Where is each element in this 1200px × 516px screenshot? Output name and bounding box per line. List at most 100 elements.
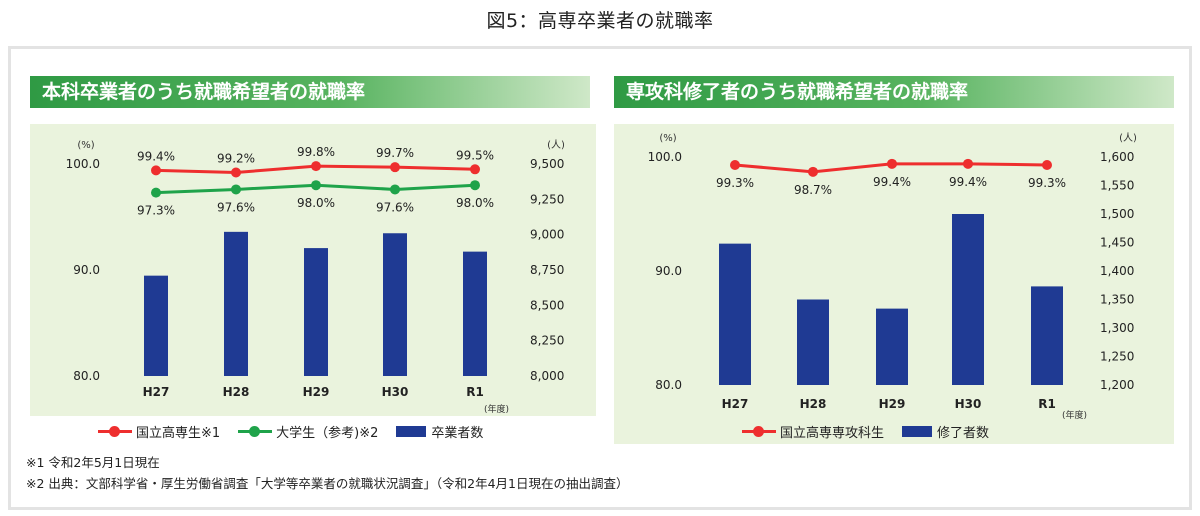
bar-H27	[144, 275, 168, 376]
right-axis-tick: 1,400	[1100, 264, 1134, 278]
chart2-legend: 国立高専専攻科生 修了者数	[742, 422, 1007, 441]
point-H29	[887, 158, 897, 169]
right-axis-tick: 8,250	[530, 334, 564, 348]
category-label: H29	[879, 397, 906, 411]
data-label: 97.6%	[217, 200, 255, 214]
right-axis-tick: 1,550	[1100, 179, 1134, 193]
right-axis-unit: (人)	[547, 139, 565, 151]
data-label: 99.4%	[949, 175, 987, 189]
legend-red-line-icon	[742, 426, 776, 437]
footnote-1: ※1 令和2年5月1日現在	[26, 455, 160, 470]
data-label: 98.0%	[297, 196, 335, 210]
left-axis-unit: (%)	[77, 140, 94, 151]
data-label: 97.6%	[376, 200, 414, 214]
legend-item-graduates: 卒業者数	[396, 422, 483, 441]
right-axis-tick: 1,350	[1100, 293, 1134, 307]
left-axis-tick: 100.0	[66, 157, 100, 171]
category-label: H30	[955, 397, 982, 411]
point-H28	[808, 166, 818, 177]
data-label: 99.2%	[217, 151, 255, 165]
data-label: 98.0%	[456, 196, 494, 210]
category-label: R1	[466, 385, 484, 399]
right-axis-tick: 1,300	[1100, 321, 1134, 335]
bar-H28	[224, 231, 248, 376]
left-axis-tick: 80.0	[655, 378, 682, 392]
legend-label-completers: 修了者数	[937, 426, 990, 441]
legend-label-university: 大学生（参考)※2	[276, 426, 379, 441]
right-axis-tick: 1,250	[1100, 350, 1134, 364]
data-label: 99.8%	[297, 145, 335, 159]
chart1-legend: 国立高専生※1 大学生（参考)※2 卒業者数	[98, 422, 501, 441]
point-H29	[311, 161, 321, 172]
point-R1	[470, 180, 480, 191]
right-axis-tick: 1,450	[1100, 236, 1134, 250]
legend-item-university: 大学生（参考)※2	[238, 422, 378, 441]
chart2-plot-background	[614, 124, 1174, 444]
data-label: 99.3%	[1028, 176, 1066, 190]
point-H30	[390, 162, 400, 173]
bar-H27	[719, 243, 751, 385]
point-R1	[1042, 159, 1052, 170]
category-label: H27	[722, 397, 749, 411]
right-axis-tick: 8,750	[530, 263, 564, 277]
x-axis-unit: (年度)	[1062, 409, 1087, 421]
category-label: R1	[1038, 397, 1056, 411]
data-label: 99.5%	[456, 148, 494, 162]
point-H28	[231, 184, 241, 195]
right-axis-tick: 1,600	[1100, 150, 1134, 164]
right-axis-tick: 8,500	[530, 298, 564, 312]
right-axis-tick: 9,250	[530, 192, 564, 206]
data-label: 99.4%	[137, 149, 175, 163]
left-axis-unit: (%)	[659, 133, 676, 144]
right-axis-tick: 9,500	[530, 157, 564, 171]
data-label: 99.3%	[716, 176, 754, 190]
x-axis-unit: (年度)	[484, 403, 509, 415]
category-label: H27	[143, 385, 170, 399]
right-axis-unit: (人)	[1119, 132, 1137, 144]
footnote-2: ※2 出典：文部科学省・厚生労働省調査「大学等卒業者の就職状況調査」（令和2年4…	[26, 476, 629, 491]
legend-label-graduates: 卒業者数	[431, 426, 484, 441]
legend-item-senkou: 国立高専専攻科生	[742, 422, 884, 441]
legend-bar-icon	[902, 426, 933, 437]
category-label: H30	[382, 385, 409, 399]
point-H28	[231, 167, 241, 178]
right-axis-tick: 8,000	[530, 369, 564, 383]
data-label: 98.7%	[794, 183, 832, 197]
point-H27	[730, 159, 740, 170]
point-H27	[151, 187, 161, 198]
point-H29	[311, 180, 321, 191]
right-axis-tick: 9,000	[530, 228, 564, 242]
left-axis-tick: 90.0	[73, 263, 100, 277]
category-label: H29	[303, 385, 330, 399]
data-label: 99.7%	[376, 146, 414, 160]
category-label: H28	[800, 397, 827, 411]
legend-bar-icon	[396, 426, 427, 437]
point-H30	[390, 184, 400, 195]
legend-item-kosen: 国立高専生※1	[98, 422, 220, 441]
right-axis-tick: 1,500	[1100, 207, 1134, 221]
legend-label-kosen: 国立高専生※1	[136, 426, 221, 441]
bar-R1	[1031, 286, 1063, 385]
left-axis-tick: 100.0	[648, 150, 682, 164]
point-R1	[470, 164, 480, 175]
left-axis-tick: 80.0	[73, 369, 100, 383]
chart1-title-banner: 本科卒業者のうち就職希望者の就職率	[30, 76, 590, 108]
bar-H29	[304, 248, 328, 376]
legend-red-line-icon	[98, 426, 132, 437]
page-title: 図5：高専卒業者の就職率	[486, 10, 714, 32]
point-H30	[963, 158, 973, 169]
bar-H28	[797, 299, 829, 385]
data-label: 99.4%	[873, 175, 911, 189]
right-axis-tick: 1,200	[1100, 378, 1134, 392]
legend-item-completers: 修了者数	[902, 422, 989, 441]
bar-H29	[876, 308, 908, 385]
data-label: 97.3%	[137, 204, 175, 218]
legend-green-line-icon	[238, 426, 273, 437]
bar-H30	[952, 214, 984, 385]
point-H27	[151, 165, 161, 176]
bar-H30	[383, 233, 407, 376]
chart2-title-banner: 専攻科修了者のうち就職希望者の就職率	[614, 76, 1174, 108]
legend-label-senkou: 国立高専専攻科生	[780, 426, 885, 441]
